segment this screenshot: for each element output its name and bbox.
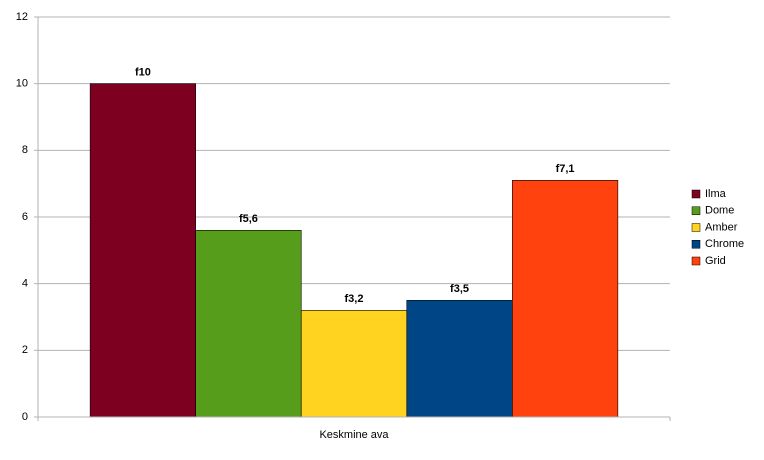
y-tick-label: 4 <box>22 278 28 290</box>
legend-swatch <box>691 189 701 199</box>
legend-label: Ilma <box>705 188 727 200</box>
legend-label: Amber <box>705 221 738 233</box>
value-label: f10 <box>135 67 151 79</box>
legend-label: Grid <box>705 255 726 267</box>
bar <box>300 310 408 418</box>
y-tick-label: 10 <box>16 78 28 90</box>
bar <box>89 83 196 418</box>
legend-swatch <box>691 256 701 266</box>
value-label: f3,2 <box>345 293 364 305</box>
bar <box>512 180 619 418</box>
y-tick-label: 12 <box>16 11 28 23</box>
value-label: f5,6 <box>239 213 258 225</box>
y-tick-label: 0 <box>22 411 28 423</box>
x-tick-label: Keskmine ava <box>319 429 389 441</box>
y-tick-label: 6 <box>22 211 28 223</box>
legend-label: Dome <box>705 205 734 217</box>
value-label: f3,5 <box>450 283 469 295</box>
legend-swatch <box>691 206 701 215</box>
legend-label: Chrome <box>705 238 744 250</box>
bar <box>406 300 513 418</box>
y-tick-label: 2 <box>22 344 28 356</box>
bar <box>195 230 302 418</box>
value-label: f7,1 <box>556 163 575 175</box>
legend-swatch <box>691 223 701 232</box>
y-tick-label: 8 <box>22 144 28 156</box>
legend-swatch <box>691 240 701 249</box>
